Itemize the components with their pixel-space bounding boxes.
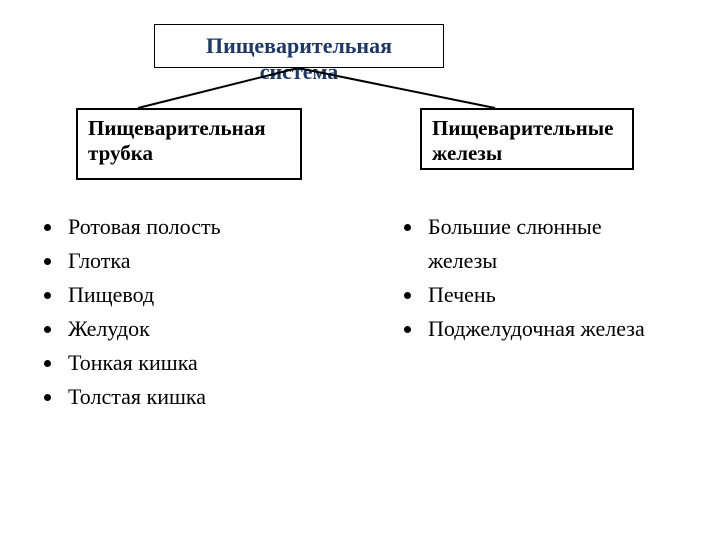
left-branch-label-line1: Пищеварительная: [88, 116, 266, 140]
list-item: Печень: [424, 278, 660, 312]
right-branch-list: Большие слюнные железыПеченьПоджелудочна…: [400, 210, 660, 346]
list-item: Тонкая кишка: [64, 346, 340, 380]
right-branch-label-line1: Пищеварительные: [432, 116, 613, 140]
left-branch-label-line2: трубка: [88, 141, 153, 165]
list-item: Большие слюнные железы: [424, 210, 660, 278]
left-branch-list: Ротовая полостьГлоткаПищеводЖелудокТонка…: [40, 210, 340, 415]
left-branch-node: Пищеварительная трубка: [76, 108, 302, 180]
list-item: Глотка: [64, 244, 340, 278]
list-item: Толстая кишка: [64, 380, 340, 414]
right-branch-label-line2: железы: [432, 141, 502, 165]
list-item: Желудок: [64, 312, 340, 346]
root-node: Пищеварительная система: [154, 24, 444, 68]
right-branch-node: Пищеварительные железы: [420, 108, 634, 170]
list-item: Ротовая полость: [64, 210, 340, 244]
list-item: Поджелудочная железа: [424, 312, 660, 346]
root-label: Пищеварительная система: [206, 33, 392, 84]
list-item: Пищевод: [64, 278, 340, 312]
